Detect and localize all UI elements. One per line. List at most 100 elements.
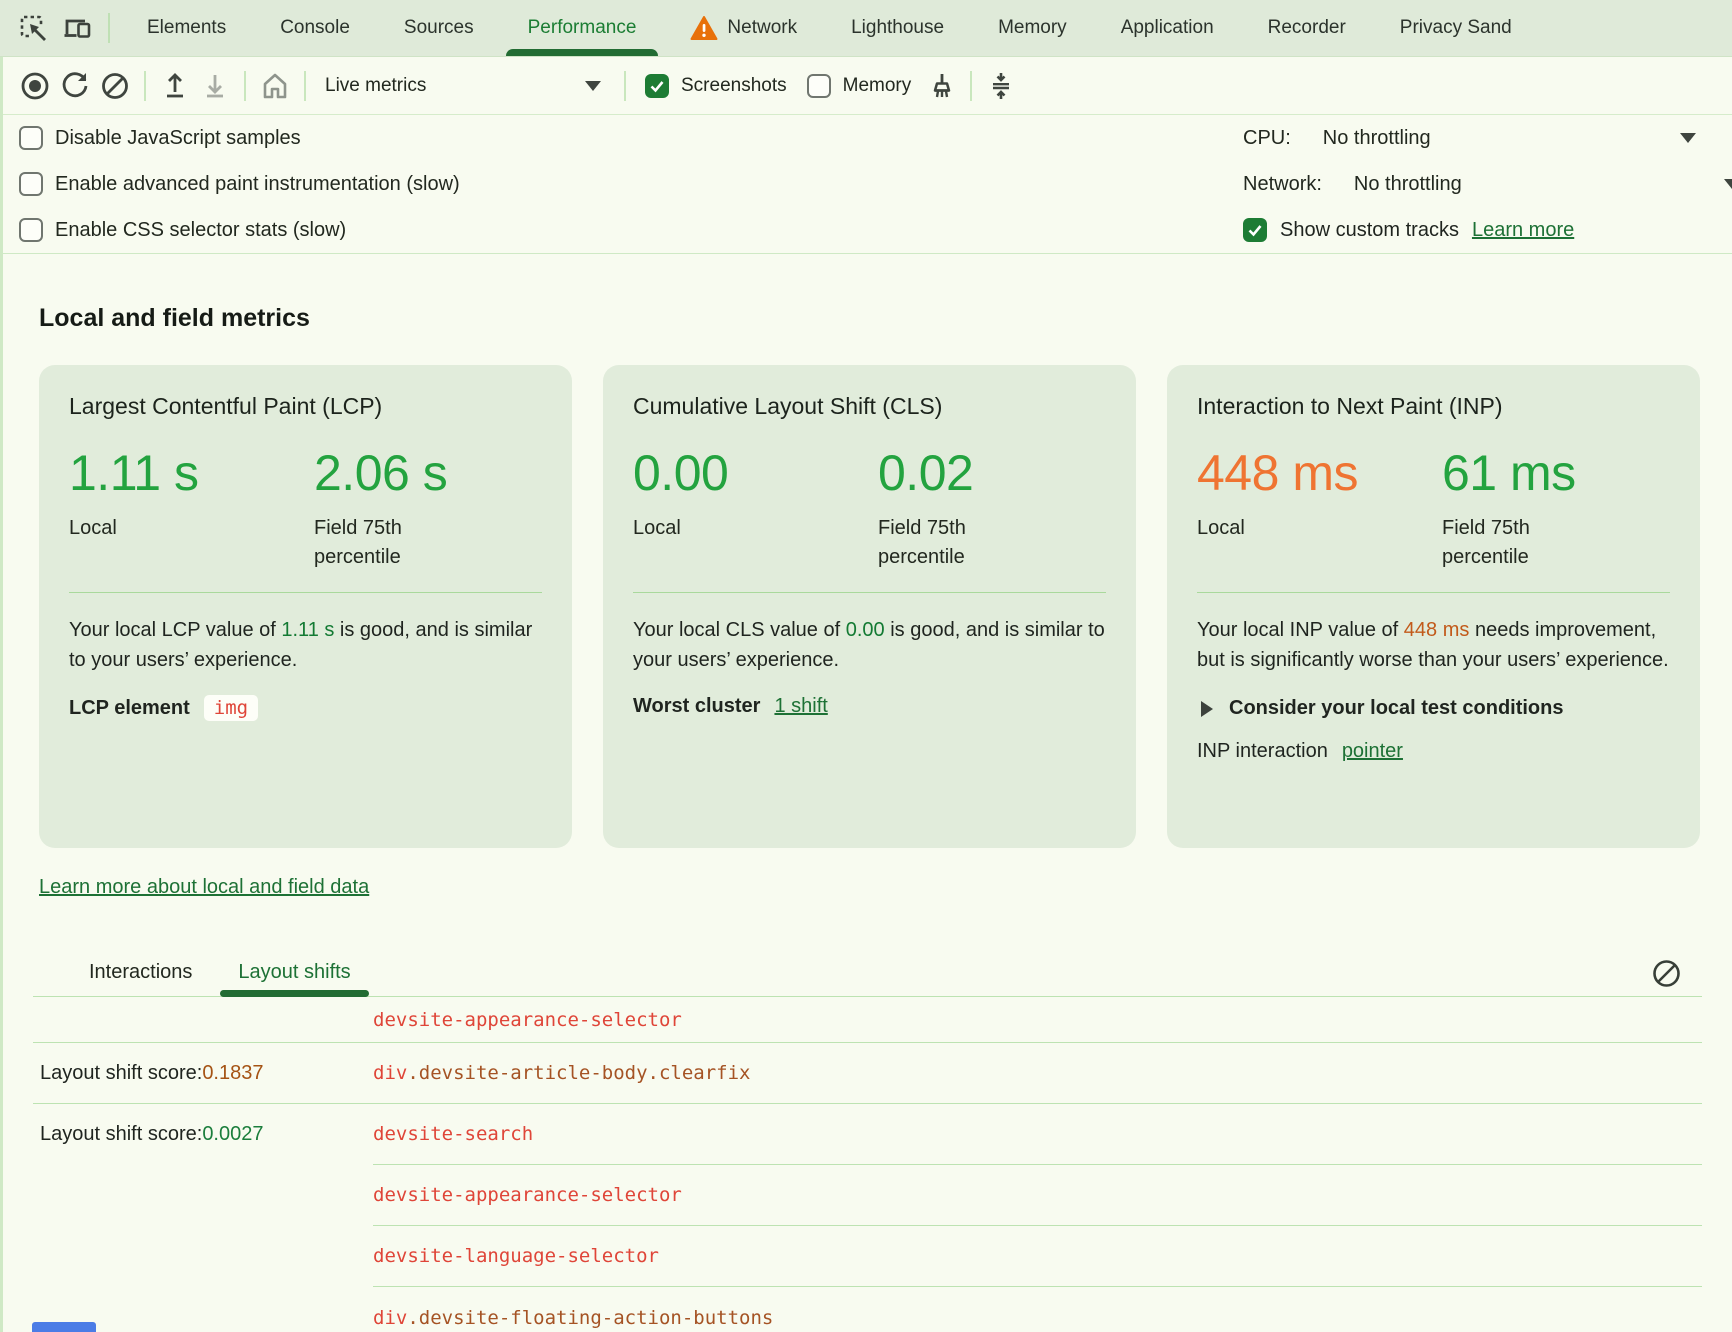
- layout-shift-row[interactable]: devsite-language-selector: [33, 1226, 1702, 1287]
- cls-field-value: 0.02: [878, 445, 974, 501]
- screenshots-label: Screenshots: [681, 74, 787, 96]
- tab-interactions[interactable]: Interactions: [71, 949, 210, 996]
- css-selector-stats-row[interactable]: Enable CSS selector stats (slow): [19, 207, 460, 253]
- custom-tracks-learn-more-link[interactable]: Learn more: [1471, 218, 1575, 241]
- toggle-device-toolbar-button[interactable]: [60, 11, 94, 45]
- node-link-classes[interactable]: .devsite-floating-action-buttons: [407, 1306, 774, 1329]
- active-tab-indicator: [220, 990, 369, 997]
- layout-shift-row[interactable]: devsite-appearance-selector: [33, 1165, 1702, 1226]
- screenshots-checkbox-row[interactable]: Screenshots: [645, 73, 787, 98]
- upload-icon: [159, 70, 191, 102]
- layout-shift-row[interactable]: div .devsite-floating-action-buttons: [33, 1287, 1702, 1332]
- node-link[interactable]: devsite-language-selector: [373, 1245, 659, 1267]
- disable-js-samples-row[interactable]: Disable JavaScript samples: [19, 115, 460, 161]
- cpu-throttling-row: CPU: No throttling: [1243, 115, 1732, 161]
- lcp-element-label: LCP element: [69, 696, 190, 719]
- checkbox-checked-icon[interactable]: [1243, 218, 1267, 242]
- tab-application[interactable]: Application: [1094, 0, 1241, 56]
- checkbox-unchecked-icon[interactable]: [19, 172, 43, 196]
- lcp-element-node-link[interactable]: img: [203, 695, 259, 721]
- tab-memory[interactable]: Memory: [971, 0, 1094, 56]
- tab-console[interactable]: Console: [253, 0, 377, 56]
- layout-shift-row[interactable]: devsite-appearance-selector: [33, 997, 1702, 1043]
- card-divider: [1197, 592, 1670, 593]
- checkbox-unchecked-icon[interactable]: [19, 218, 43, 242]
- tab-performance[interactable]: Performance: [501, 0, 664, 56]
- show-custom-tracks-row[interactable]: Show custom tracks Learn more: [1243, 207, 1732, 253]
- tab-layout-shifts[interactable]: Layout shifts: [220, 949, 369, 997]
- home-button[interactable]: [255, 66, 295, 106]
- collect-garbage-button[interactable]: [921, 66, 961, 106]
- desc-suffix: is good, and is similar to your users’ e…: [69, 619, 533, 671]
- layout-shift-row[interactable]: Layout shift score: 0.0027 devsite-searc…: [33, 1104, 1702, 1165]
- reload-and-record-button[interactable]: [55, 66, 95, 106]
- record-button[interactable]: [15, 66, 55, 106]
- node-link-classes[interactable]: .devsite-article-body.clearfix: [407, 1062, 751, 1084]
- tab-network[interactable]: Network: [663, 0, 824, 56]
- toolbar-divider: [624, 70, 626, 101]
- inp-local-block: 448 ms Local: [1197, 444, 1442, 572]
- clear-button[interactable]: [95, 66, 135, 106]
- load-profile-button[interactable]: [155, 66, 195, 106]
- card-divider: [69, 592, 542, 593]
- tab-label: Sources: [403, 17, 474, 38]
- shift-score-cell: [33, 1165, 373, 1226]
- tab-label: Recorder: [1267, 17, 1346, 38]
- memory-checkbox-row[interactable]: Memory: [806, 73, 911, 98]
- checkbox-unchecked-icon[interactable]: [19, 126, 43, 150]
- shift-score-cell: [33, 1226, 373, 1287]
- inp-interaction-link[interactable]: pointer: [1341, 740, 1403, 762]
- local-field-data-learn-more-link[interactable]: Learn more about local and field data: [39, 876, 370, 898]
- lcp-local-block: 1.11 s Local: [69, 444, 314, 572]
- panel-mode-value: Live metrics: [325, 74, 427, 96]
- tab-label: Console: [280, 17, 350, 38]
- advanced-paint-instrumentation-label: Enable advanced paint instrumentation (s…: [55, 172, 460, 195]
- chevron-down-icon[interactable]: [1680, 133, 1696, 143]
- worst-cluster-link[interactable]: 1 shift: [774, 695, 828, 717]
- panel-mode-select[interactable]: Live metrics: [315, 75, 615, 97]
- node-link[interactable]: devsite-appearance-selector: [373, 1008, 682, 1031]
- clear-log-button[interactable]: [1650, 957, 1682, 989]
- lcp-field-block: 2.06 s Field 75th percentile: [314, 444, 448, 572]
- cls-local-value: 0.00: [633, 445, 729, 501]
- network-throttling-select[interactable]: No throttling: [1353, 172, 1462, 195]
- desc-suffix: is good, and is similar to your users’ e…: [633, 619, 1105, 671]
- live-metrics-view: Local and field metrics Largest Contentf…: [3, 254, 1732, 1332]
- inspect-element-button[interactable]: [16, 11, 50, 45]
- toolbar-divider: [244, 70, 246, 101]
- cls-description: Your local CLS value of 0.00 is good, an…: [633, 615, 1106, 675]
- advanced-paint-instrumentation-row[interactable]: Enable advanced paint instrumentation (s…: [19, 161, 460, 207]
- shift-node-cell: devsite-search: [373, 1104, 1702, 1165]
- node-link[interactable]: devsite-search: [373, 1123, 534, 1145]
- shortcuts-dialog-button[interactable]: [981, 66, 1021, 106]
- local-test-conditions-disclosure[interactable]: Consider your local test conditions: [1197, 697, 1670, 720]
- shift-score-value: 0.0027: [202, 1123, 264, 1145]
- tab-lighthouse[interactable]: Lighthouse: [824, 0, 971, 56]
- cpu-throttling-select[interactable]: No throttling: [1322, 126, 1431, 149]
- cls-inline-value: 0.00: [845, 619, 885, 641]
- show-custom-tracks-label: Show custom tracks: [1280, 218, 1459, 241]
- chevron-down-icon[interactable]: [1724, 179, 1732, 189]
- tab-sources[interactable]: Sources: [377, 0, 501, 56]
- shift-score-cell: Layout shift score: 0.1837: [33, 1043, 373, 1103]
- node-link[interactable]: div: [373, 1062, 408, 1084]
- tab-recorder[interactable]: Recorder: [1241, 0, 1373, 56]
- capture-settings: Disable JavaScript samples Enable advanc…: [19, 115, 460, 253]
- save-profile-button[interactable]: [195, 66, 235, 106]
- node-link[interactable]: div: [373, 1306, 408, 1329]
- throttling-settings: CPU: No throttling Network: No throttlin…: [1243, 115, 1732, 253]
- node-link[interactable]: devsite-appearance-selector: [373, 1184, 682, 1206]
- warning-triangle-icon: [690, 15, 718, 41]
- tab-privacy-sandbox[interactable]: Privacy Sand: [1373, 0, 1539, 56]
- lcp-inline-value: 1.11 s: [281, 619, 335, 641]
- record-icon: [19, 70, 51, 102]
- local-label: Local: [1197, 517, 1245, 539]
- cls-field-block: 0.02 Field 75th percentile: [878, 444, 998, 572]
- shift-node-cell: div .devsite-floating-action-buttons: [373, 1287, 1702, 1332]
- checkbox-unchecked-icon[interactable]: [806, 73, 831, 98]
- tab-elements[interactable]: Elements: [120, 0, 253, 56]
- checkbox-checked-icon[interactable]: [645, 73, 669, 98]
- layout-shift-row[interactable]: Layout shift score: 0.1837 div .devsite-a…: [33, 1043, 1702, 1104]
- lcp-local-value: 1.11 s: [69, 445, 199, 501]
- worst-cluster-row: Worst cluster 1 shift: [633, 695, 1106, 718]
